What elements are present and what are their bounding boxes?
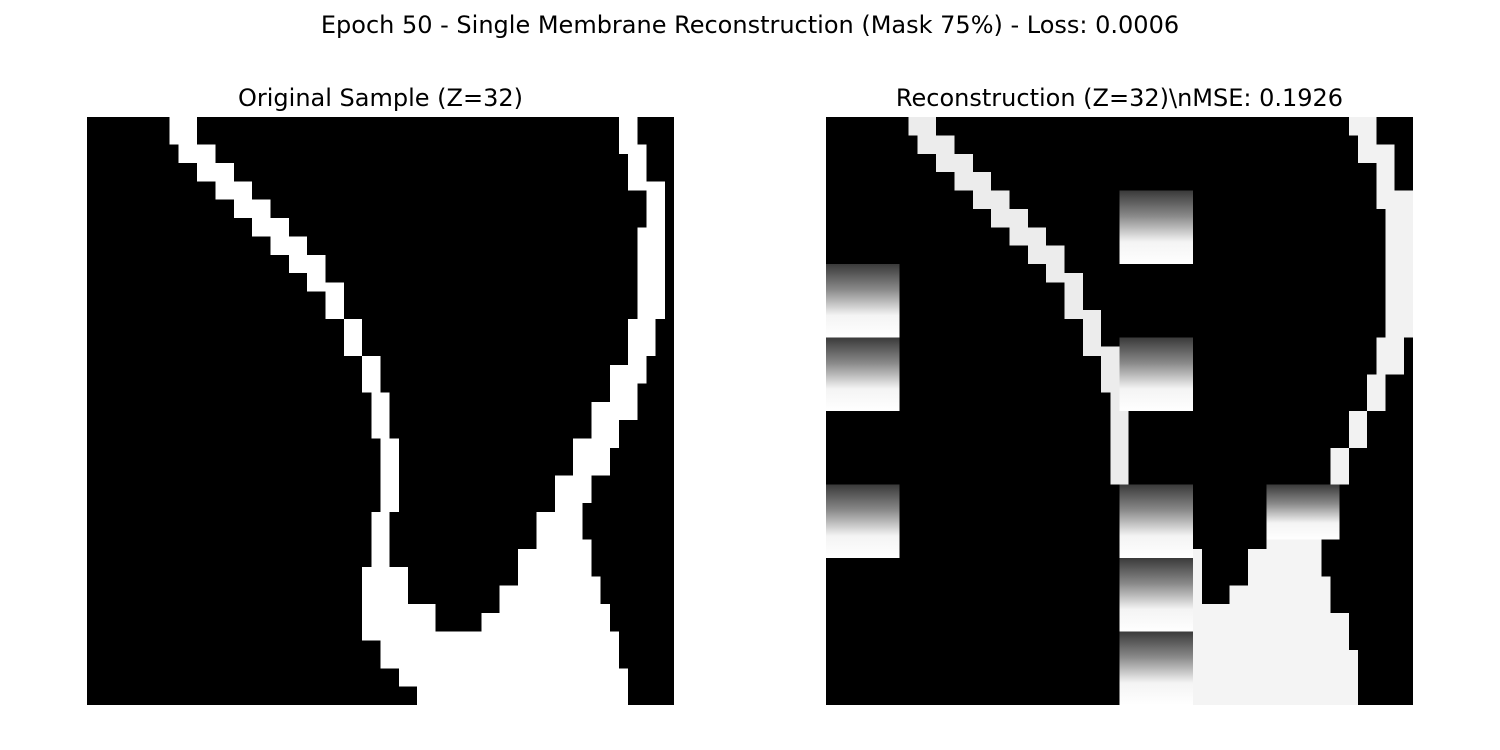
- artifact-patch: [826, 337, 900, 411]
- artifact-patch: [826, 484, 900, 558]
- artifact-patch: [1119, 631, 1193, 705]
- reconstruction-right-membrane: [1312, 117, 1413, 513]
- reconstruction-left-membrane: [908, 117, 1138, 522]
- original-image-canvas: [87, 117, 674, 705]
- artifact-patch: [1119, 337, 1193, 411]
- reconstruction-image: [826, 117, 1413, 705]
- original-panel-title: Original Sample (Z=32): [238, 84, 523, 112]
- figure-suptitle: Epoch 50 - Single Membrane Reconstructio…: [320, 11, 1180, 39]
- artifact-patch: [826, 264, 900, 338]
- reconstruction-image-canvas: [826, 117, 1413, 705]
- original-sample-image: [87, 117, 674, 705]
- artifact-patch: [1119, 190, 1193, 264]
- artifact-patch: [1119, 558, 1193, 632]
- artifact-patch: [1266, 484, 1340, 540]
- original-right-membrane: [426, 117, 665, 705]
- artifact-patch: [1119, 484, 1193, 558]
- reconstruction-panel-title: Reconstruction (Z=32)\nMSE: 0.1926: [895, 84, 1344, 112]
- original-left-membrane: [169, 117, 464, 705]
